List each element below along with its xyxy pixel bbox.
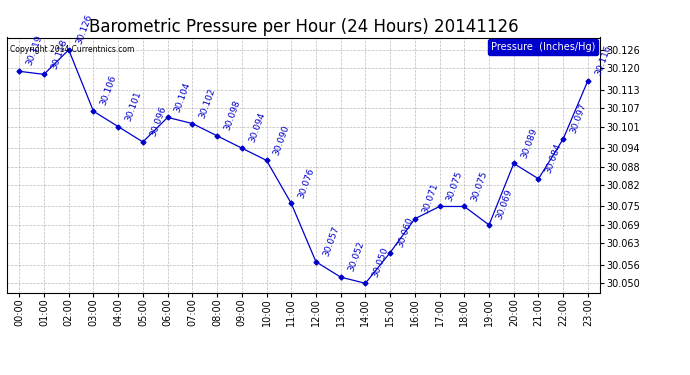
Text: 30.089: 30.089 — [520, 126, 539, 159]
Pressure  (Inches/Hg) — [312, 260, 320, 264]
Pressure  (Inches/Hg) — [237, 146, 246, 150]
Text: 30.097: 30.097 — [569, 102, 588, 135]
Text: 30.076: 30.076 — [297, 166, 316, 199]
Text: 30.096: 30.096 — [148, 105, 168, 138]
Text: 30.106: 30.106 — [99, 74, 118, 107]
Text: 30.052: 30.052 — [346, 240, 366, 273]
Pressure  (Inches/Hg) — [510, 161, 518, 166]
Text: 30.060: 30.060 — [395, 216, 415, 248]
Text: Copyright 2014 Currentnics.com: Copyright 2014 Currentnics.com — [10, 45, 135, 54]
Text: 30.050: 30.050 — [371, 246, 391, 279]
Line: Pressure  (Inches/Hg): Pressure (Inches/Hg) — [17, 48, 590, 285]
Text: 30.084: 30.084 — [544, 142, 563, 175]
Pressure  (Inches/Hg) — [411, 216, 419, 221]
Pressure  (Inches/Hg) — [485, 223, 493, 227]
Text: 30.126: 30.126 — [75, 13, 94, 46]
Pressure  (Inches/Hg) — [287, 201, 295, 206]
Text: 30.101: 30.101 — [124, 90, 143, 122]
Pressure  (Inches/Hg) — [139, 140, 147, 144]
Title: Barometric Pressure per Hour (24 Hours) 20141126: Barometric Pressure per Hour (24 Hours) … — [89, 18, 518, 36]
Text: 30.071: 30.071 — [420, 182, 440, 214]
Pressure  (Inches/Hg) — [262, 158, 270, 163]
Text: 30.118: 30.118 — [50, 38, 69, 70]
Text: 30.119: 30.119 — [25, 34, 44, 67]
Text: 30.098: 30.098 — [223, 99, 242, 132]
Pressure  (Inches/Hg) — [534, 177, 542, 181]
Pressure  (Inches/Hg) — [337, 275, 345, 279]
Pressure  (Inches/Hg) — [435, 204, 444, 209]
Text: 30.057: 30.057 — [322, 225, 341, 258]
Text: 30.090: 30.090 — [272, 123, 291, 156]
Pressure  (Inches/Hg) — [114, 124, 122, 129]
Text: 30.102: 30.102 — [198, 87, 217, 119]
Pressure  (Inches/Hg) — [65, 48, 73, 52]
Legend: Pressure  (Inches/Hg): Pressure (Inches/Hg) — [488, 39, 598, 55]
Text: 30.075: 30.075 — [470, 170, 489, 202]
Text: 30.116: 30.116 — [593, 44, 613, 76]
Pressure  (Inches/Hg) — [213, 134, 221, 138]
Pressure  (Inches/Hg) — [89, 109, 97, 114]
Pressure  (Inches/Hg) — [164, 115, 172, 120]
Pressure  (Inches/Hg) — [188, 121, 197, 126]
Pressure  (Inches/Hg) — [362, 281, 370, 285]
Pressure  (Inches/Hg) — [460, 204, 469, 209]
Text: 30.104: 30.104 — [173, 81, 193, 113]
Pressure  (Inches/Hg) — [15, 69, 23, 74]
Pressure  (Inches/Hg) — [386, 250, 394, 255]
Pressure  (Inches/Hg) — [584, 78, 592, 83]
Pressure  (Inches/Hg) — [559, 136, 567, 141]
Text: 30.075: 30.075 — [445, 170, 464, 202]
Text: 30.069: 30.069 — [495, 188, 514, 221]
Text: 30.094: 30.094 — [247, 111, 266, 144]
Pressure  (Inches/Hg) — [40, 72, 48, 76]
